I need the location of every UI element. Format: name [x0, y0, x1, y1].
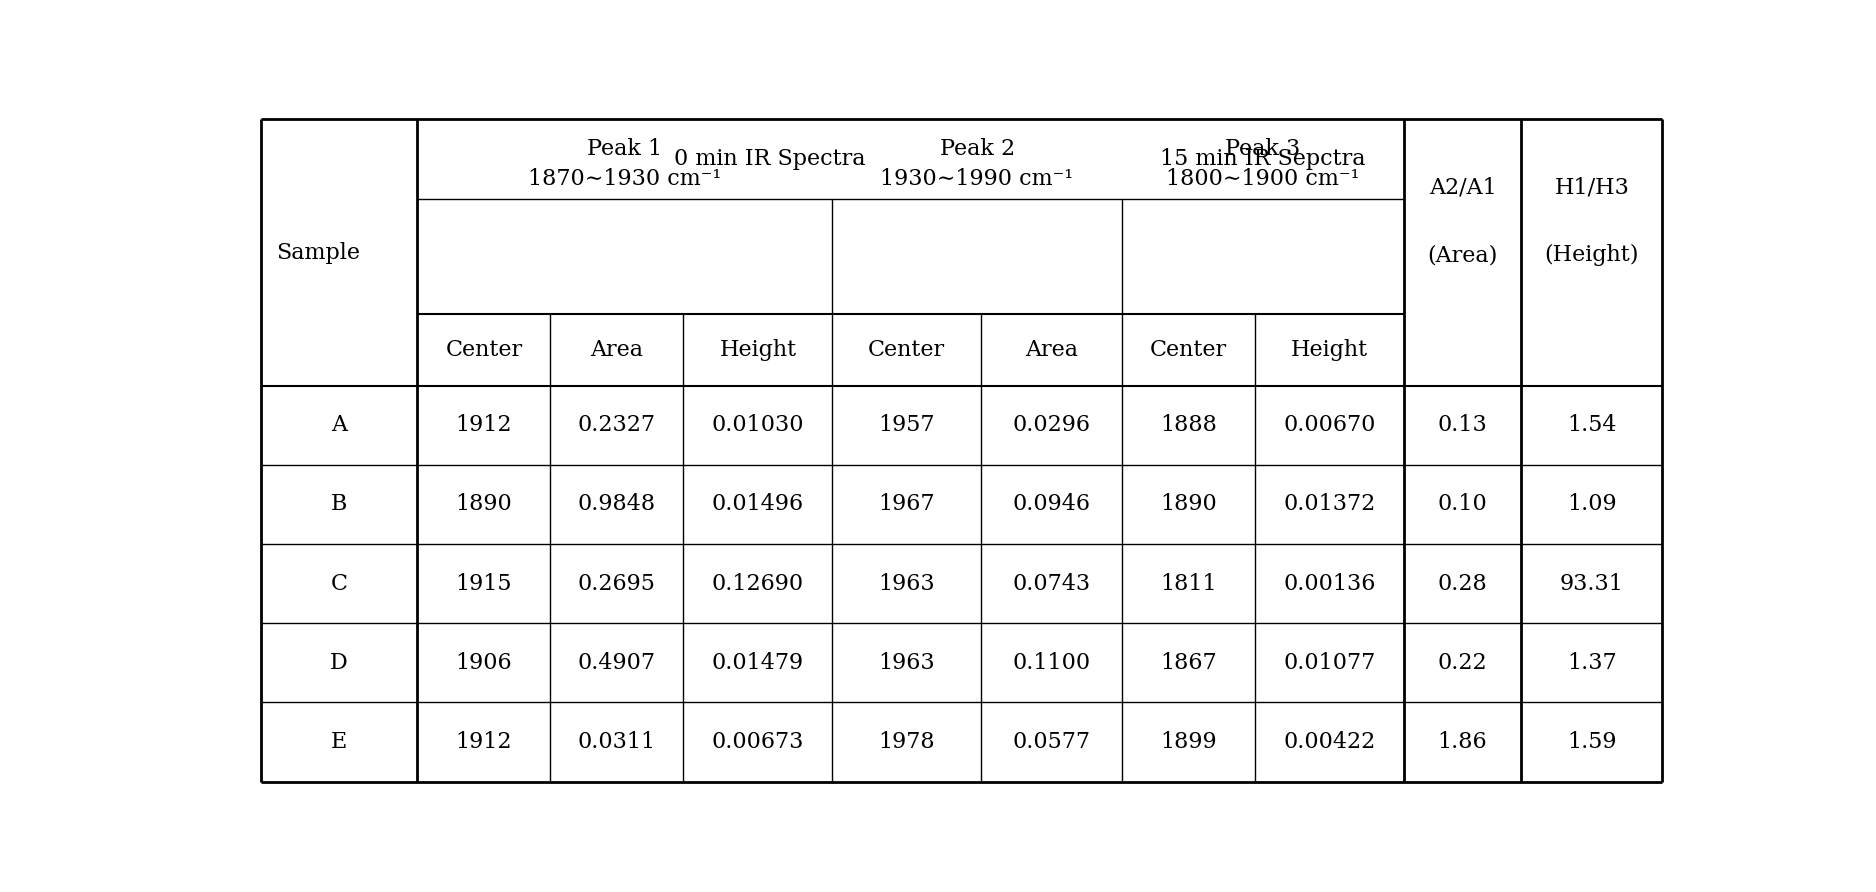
Text: 1912: 1912 [456, 731, 512, 753]
Text: 1890: 1890 [456, 493, 512, 516]
Text: Sample: Sample [276, 242, 360, 263]
Text: 0.0946: 0.0946 [1013, 493, 1090, 516]
Text: Center: Center [1150, 339, 1227, 360]
Text: 0.00136: 0.00136 [1283, 573, 1375, 595]
Text: 0.12690: 0.12690 [711, 573, 805, 595]
Text: 1.37: 1.37 [1566, 652, 1617, 673]
Text: 1978: 1978 [878, 731, 934, 753]
Text: 0.0743: 0.0743 [1013, 573, 1090, 595]
Text: 1811: 1811 [1159, 573, 1218, 595]
Text: 0.00673: 0.00673 [711, 731, 805, 753]
Text: (Area): (Area) [1428, 244, 1497, 267]
Text: 1.59: 1.59 [1566, 731, 1617, 753]
Text: 0.9848: 0.9848 [578, 493, 657, 516]
Text: 1957: 1957 [878, 414, 934, 436]
Text: 1963: 1963 [878, 652, 934, 673]
Text: 1906: 1906 [456, 652, 512, 673]
Text: 0.01479: 0.01479 [711, 652, 805, 673]
Text: 1.09: 1.09 [1566, 493, 1617, 516]
Text: 0.00670: 0.00670 [1283, 414, 1375, 436]
Text: Center: Center [869, 339, 946, 360]
Text: 0.10: 0.10 [1437, 493, 1488, 516]
Text: 0.28: 0.28 [1437, 573, 1488, 595]
Text: Peak 3: Peak 3 [1225, 138, 1300, 161]
Text: 0.2327: 0.2327 [578, 414, 657, 436]
Text: A: A [330, 414, 347, 436]
Text: 0.0577: 0.0577 [1013, 731, 1090, 753]
Text: 0.01030: 0.01030 [711, 414, 805, 436]
Text: Height: Height [719, 339, 797, 360]
Text: Area: Area [591, 339, 643, 360]
Text: 0.01372: 0.01372 [1283, 493, 1375, 516]
Text: 0.01496: 0.01496 [711, 493, 805, 516]
Text: B: B [330, 493, 347, 516]
Text: 1915: 1915 [456, 573, 512, 595]
Text: 0.0296: 0.0296 [1013, 414, 1090, 436]
Text: 15 min IR Sepctra: 15 min IR Sepctra [1159, 148, 1366, 170]
Text: Center: Center [445, 339, 522, 360]
Text: 0.01077: 0.01077 [1283, 652, 1375, 673]
Text: 1.54: 1.54 [1566, 414, 1617, 436]
Text: D: D [330, 652, 347, 673]
Text: 1867: 1867 [1159, 652, 1218, 673]
Text: 0.1100: 0.1100 [1013, 652, 1090, 673]
Text: Peak 1: Peak 1 [587, 138, 662, 161]
Text: 1930∼1990 cm⁻¹: 1930∼1990 cm⁻¹ [880, 168, 1073, 190]
Text: (Height): (Height) [1544, 244, 1640, 267]
Text: 1912: 1912 [456, 414, 512, 436]
Text: Peak 2: Peak 2 [940, 138, 1015, 161]
Text: 0.22: 0.22 [1437, 652, 1488, 673]
Text: H1/H3: H1/H3 [1555, 177, 1628, 198]
Text: 1888: 1888 [1159, 414, 1218, 436]
Text: 0.00422: 0.00422 [1283, 731, 1375, 753]
Text: 0.0311: 0.0311 [578, 731, 657, 753]
Text: 0.13: 0.13 [1437, 414, 1488, 436]
Text: Area: Area [1024, 339, 1079, 360]
Text: C: C [330, 573, 347, 595]
Text: 1800∼1900 cm⁻¹: 1800∼1900 cm⁻¹ [1167, 168, 1360, 190]
Text: Height: Height [1291, 339, 1368, 360]
Text: 1963: 1963 [878, 573, 934, 595]
Text: 1890: 1890 [1159, 493, 1218, 516]
Text: 0.2695: 0.2695 [578, 573, 657, 595]
Text: 1899: 1899 [1159, 731, 1218, 753]
Text: 1967: 1967 [878, 493, 934, 516]
Text: 0 min IR Spectra: 0 min IR Spectra [673, 148, 865, 170]
Text: E: E [330, 731, 347, 753]
Text: A2/A1: A2/A1 [1430, 177, 1497, 198]
Text: 1870∼1930 cm⁻¹: 1870∼1930 cm⁻¹ [527, 168, 722, 190]
Text: 93.31: 93.31 [1559, 573, 1625, 595]
Text: 0.4907: 0.4907 [578, 652, 657, 673]
Text: 1.86: 1.86 [1437, 731, 1488, 753]
